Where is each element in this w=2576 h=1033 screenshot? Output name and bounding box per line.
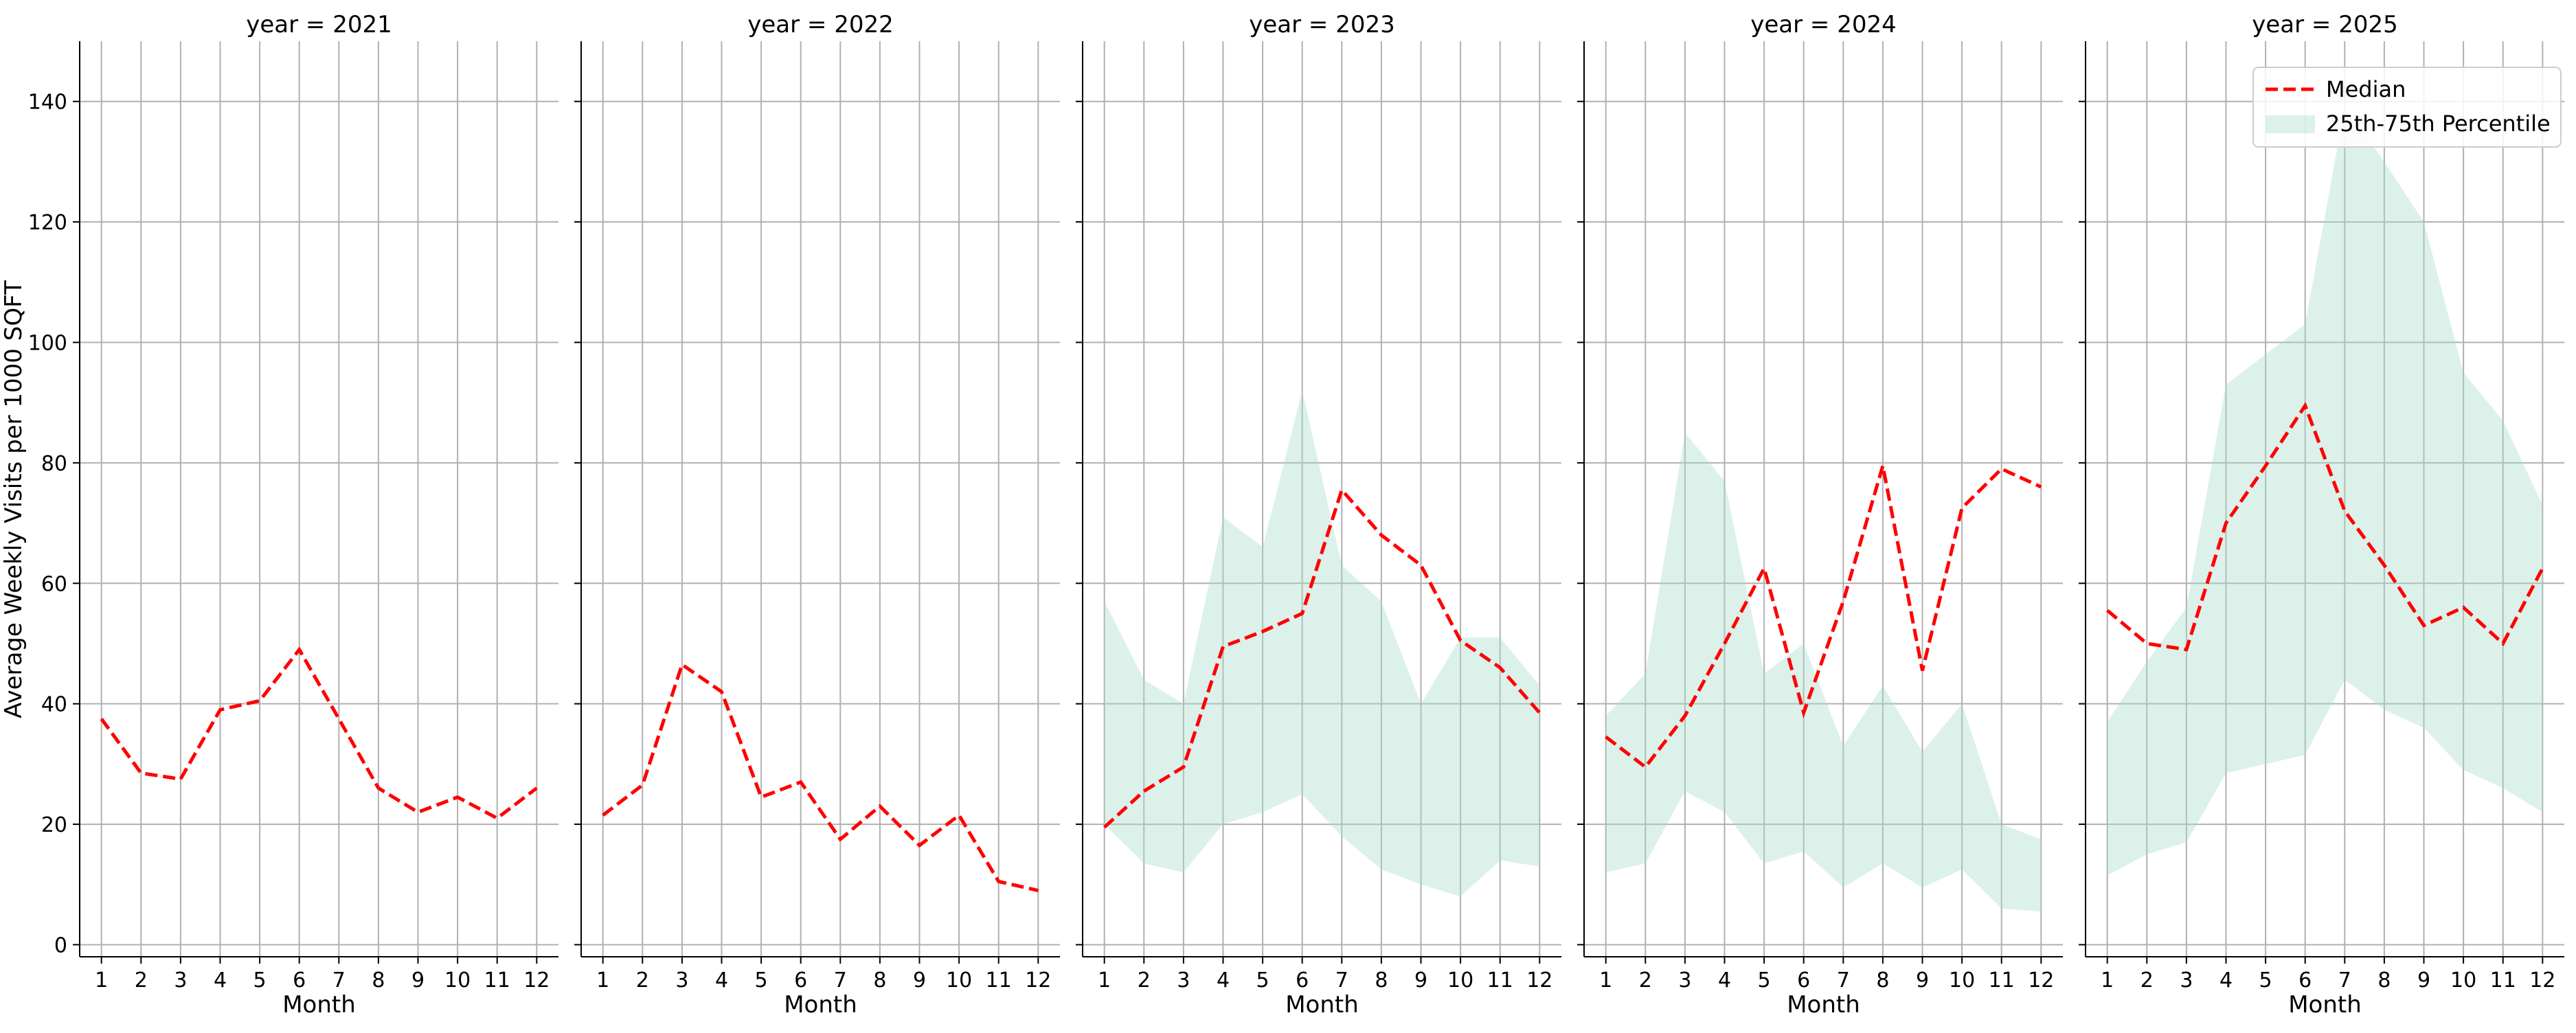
x-tick-label: 10	[946, 968, 972, 992]
x-axis-label: Month	[784, 991, 857, 1019]
x-tick-label: 8	[2377, 968, 2391, 992]
y-tick-label: 100	[28, 331, 67, 355]
panel-title: year = 2024	[1750, 11, 1896, 38]
x-tick-label: 10	[2450, 968, 2476, 992]
x-tick-label: 11	[484, 968, 510, 992]
x-tick-label: 12	[523, 968, 550, 992]
x-tick-label: 9	[2417, 968, 2430, 992]
panel-title: year = 2023	[1249, 11, 1394, 38]
legend-median-label: Median	[2326, 76, 2406, 102]
y-tick-label: 60	[41, 572, 67, 596]
legend-band-swatch	[2266, 115, 2315, 133]
x-tick-label: 10	[1447, 968, 1473, 992]
x-tick-label: 4	[1217, 968, 1230, 992]
x-tick-label: 6	[2298, 968, 2312, 992]
x-tick-label: 3	[174, 968, 187, 992]
x-tick-label: 6	[1797, 968, 1810, 992]
x-tick-label: 5	[1758, 968, 1771, 992]
x-tick-label: 2	[1639, 968, 1652, 992]
x-tick-label: 1	[596, 968, 609, 992]
x-tick-label: 2	[2140, 968, 2154, 992]
x-tick-label: 8	[1375, 968, 1388, 992]
x-tick-label: 5	[755, 968, 768, 992]
x-tick-label: 1	[2101, 968, 2114, 992]
median-line	[102, 650, 537, 819]
x-tick-label: 11	[1989, 968, 2015, 992]
x-tick-label: 11	[1487, 968, 1513, 992]
x-tick-label: 1	[95, 968, 108, 992]
x-tick-label: 1	[1098, 968, 1111, 992]
x-tick-label: 4	[214, 968, 227, 992]
x-tick-label: 9	[1916, 968, 1929, 992]
x-tick-label: 9	[411, 968, 425, 992]
y-axis-label: Average Weekly Visits per 1000 SQFT	[0, 280, 27, 718]
x-tick-label: 11	[2490, 968, 2516, 992]
x-tick-label: 7	[1837, 968, 1850, 992]
x-tick-label: 9	[913, 968, 926, 992]
x-tick-label: 3	[1678, 968, 1691, 992]
x-tick-label: 12	[1526, 968, 1552, 992]
x-tick-label: 10	[1949, 968, 1975, 992]
x-tick-label: 3	[1177, 968, 1190, 992]
x-tick-label: 3	[2180, 968, 2193, 992]
x-tick-label: 12	[2529, 968, 2555, 992]
x-tick-label: 11	[986, 968, 1012, 992]
x-tick-label: 5	[2259, 968, 2272, 992]
x-tick-label: 7	[1335, 968, 1348, 992]
panel-title: year = 2022	[747, 11, 893, 38]
legend: Median 25th-75th Percentile	[2253, 67, 2561, 147]
x-tick-label: 2	[135, 968, 148, 992]
y-tick-label: 120	[28, 211, 67, 235]
x-tick-label: 1	[1599, 968, 1612, 992]
x-tick-label: 4	[1718, 968, 1731, 992]
x-tick-label: 8	[873, 968, 886, 992]
x-tick-label: 2	[1138, 968, 1151, 992]
x-tick-label: 4	[715, 968, 728, 992]
x-tick-label: 12	[1025, 968, 1051, 992]
y-tick-label: 0	[54, 933, 67, 957]
x-tick-label: 6	[794, 968, 807, 992]
y-tick-label: 40	[41, 693, 67, 717]
x-tick-label: 8	[372, 968, 385, 992]
panel-title: year = 2025	[2252, 11, 2397, 38]
x-tick-label: 2	[636, 968, 649, 992]
panel-title: year = 2021	[246, 11, 392, 38]
x-tick-label: 12	[2028, 968, 2054, 992]
percentile-band	[1606, 433, 2042, 911]
x-axis-label: Month	[2288, 991, 2362, 1019]
x-tick-label: 7	[834, 968, 847, 992]
x-tick-label: 5	[253, 968, 267, 992]
y-tick-label: 140	[28, 91, 67, 115]
x-tick-label: 6	[293, 968, 306, 992]
x-axis-label: Month	[282, 991, 356, 1019]
x-tick-label: 10	[444, 968, 471, 992]
x-tick-label: 4	[2219, 968, 2233, 992]
x-tick-label: 9	[1414, 968, 1427, 992]
x-tick-label: 8	[1876, 968, 1889, 992]
percentile-band	[2108, 107, 2543, 875]
legend-band-label: 25th-75th Percentile	[2326, 111, 2551, 137]
x-tick-label: 7	[2338, 968, 2351, 992]
x-tick-label: 5	[1256, 968, 1269, 992]
x-axis-label: Month	[1285, 991, 1359, 1019]
x-tick-label: 3	[675, 968, 688, 992]
y-tick-label: 20	[41, 813, 67, 837]
x-axis-label: Month	[1787, 991, 1860, 1019]
y-tick-label: 80	[41, 452, 67, 476]
median-line	[603, 665, 1039, 891]
x-tick-label: 7	[332, 968, 346, 992]
x-tick-label: 6	[1296, 968, 1309, 992]
percentile-band	[1105, 391, 1540, 897]
